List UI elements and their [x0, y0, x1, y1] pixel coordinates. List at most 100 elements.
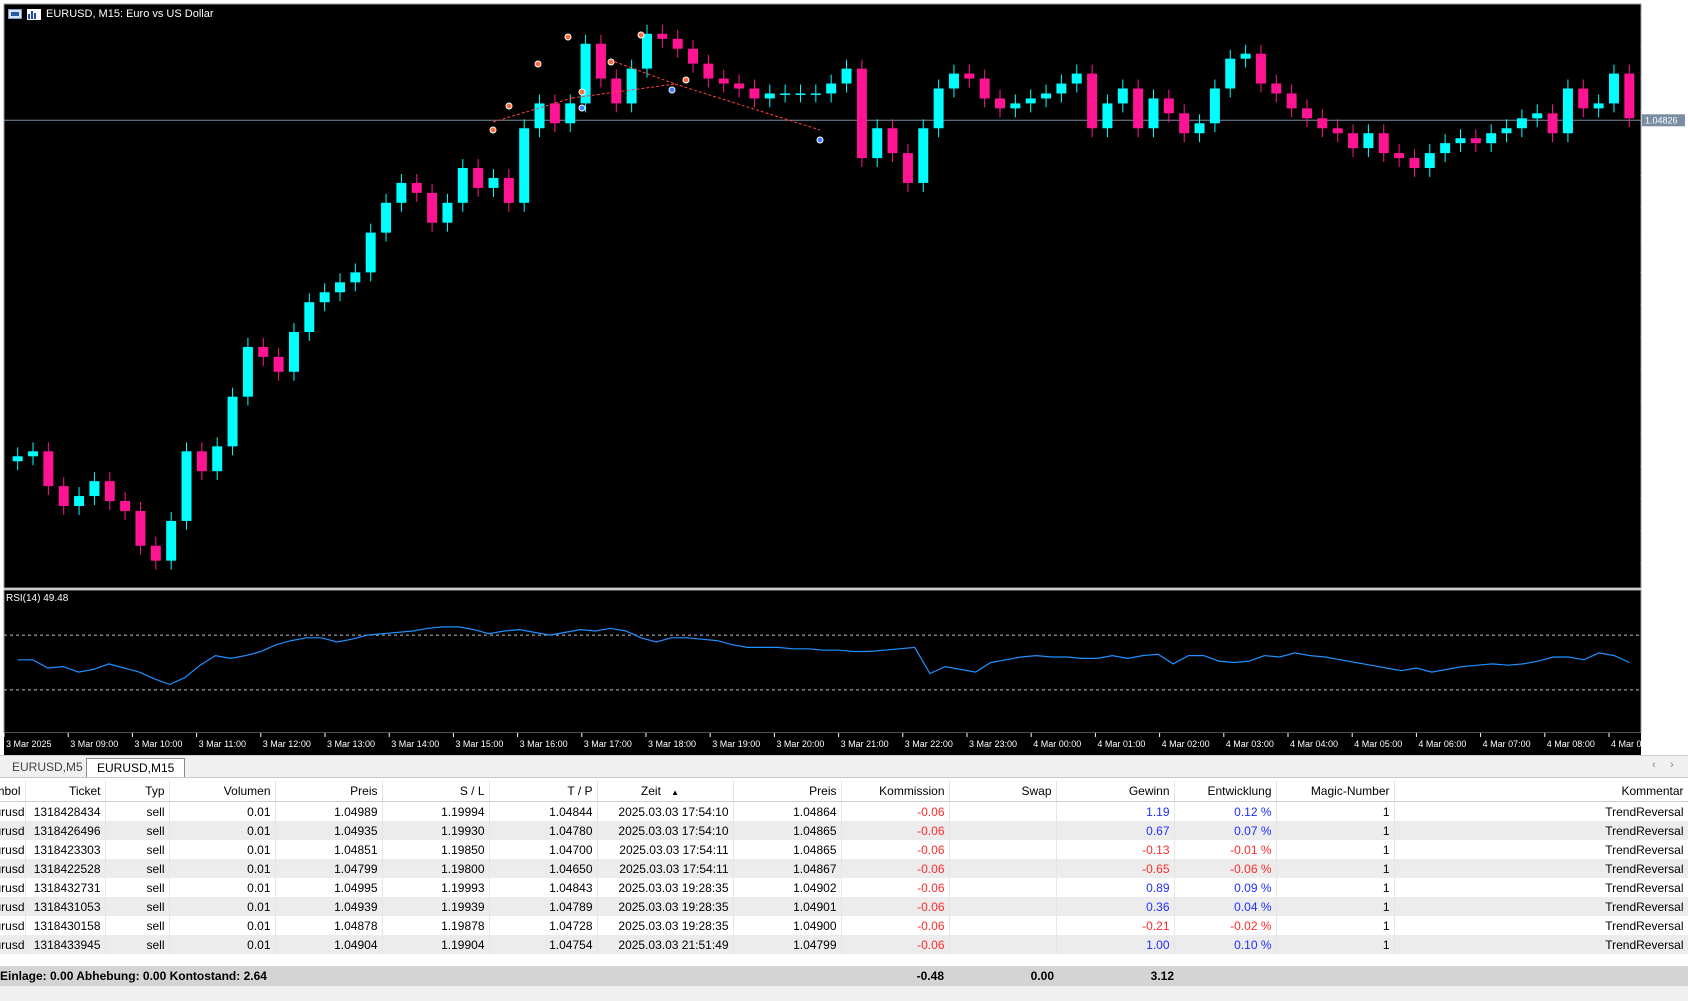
table-row[interactable]: eurusd1318423303sell0.011.048511.198501.… — [0, 840, 1688, 859]
table-cell-time: 2025.03.03 19:28:35 — [597, 897, 734, 916]
column-header-stop-loss[interactable]: S / L — [382, 781, 490, 802]
column-header-magic-number[interactable]: Magic-Number — [1276, 781, 1395, 802]
trade-line — [674, 83, 821, 131]
candle-body — [549, 103, 560, 124]
time-axis-label: 3 Mar 14:00 — [391, 739, 439, 749]
table-cell-symbol: eurusd — [0, 897, 26, 916]
table-cell-commission: -0.06 — [841, 840, 950, 859]
column-header-comment[interactable]: Kommentar — [1394, 781, 1688, 802]
candle-body — [1271, 83, 1282, 94]
candle-body — [933, 88, 944, 129]
candle-body — [995, 98, 1006, 109]
column-header-ticket[interactable]: Ticket — [25, 781, 106, 802]
table-cell-profit: 1.00 — [1056, 935, 1175, 954]
table-cell-ticket: 1318422528 — [25, 859, 106, 878]
table-cell-time: 2025.03.03 21:51:49 — [597, 935, 734, 954]
candle-body — [519, 128, 530, 203]
candle-body — [365, 232, 376, 273]
candle-body — [1302, 108, 1312, 119]
table-cell-symbol: eurusd — [0, 801, 26, 821]
table-cell-commission: -0.06 — [841, 859, 950, 878]
time-axis-area — [4, 733, 1641, 755]
price-axis-label: 1.04130 — [1648, 461, 1681, 471]
table-cell-commission: -0.06 — [841, 935, 950, 954]
candle-body — [918, 128, 929, 183]
table-row[interactable]: eurusd1318426496sell0.011.049351.199301.… — [0, 821, 1688, 840]
table-cell-development: -0.06 % — [1174, 859, 1277, 878]
table-cell-type: sell — [105, 897, 170, 916]
candle-body — [1332, 128, 1343, 134]
candle-body — [1394, 153, 1405, 159]
table-cell-price: 1.04799 — [733, 935, 842, 954]
table-row[interactable]: eurusd1318432731sell0.011.049951.199931.… — [0, 878, 1688, 897]
price-axis-label: 1.04000 — [1648, 526, 1681, 536]
tab-eurusd-m15[interactable]: EURUSD,M15 — [86, 758, 186, 777]
candle-body — [1133, 88, 1144, 129]
table-cell-commission: -0.06 — [841, 878, 950, 897]
candle-body — [1532, 113, 1543, 119]
time-axis-label: 3 Mar 10:00 — [134, 739, 182, 749]
candle-body — [948, 73, 959, 89]
chart-title-bar: EURUSD, M15: Euro vs US Dollar — [8, 6, 214, 22]
time-axis-label: 3 Mar 09:00 — [70, 739, 118, 749]
tab-eurusd-m5[interactable]: EURUSD,M5 — [12, 760, 83, 774]
table-cell-comment: TrendReversal — [1394, 878, 1688, 897]
column-header-commission[interactable]: Kommission — [841, 781, 950, 802]
table-header-row: Symbol Ticket Typ Volumen Preis S / L T / P Zei… — [0, 781, 1688, 802]
time-axis-label: 4 Mar 08:00 — [1547, 739, 1595, 749]
candle-body — [887, 128, 898, 154]
table-cell-comment: TrendReversal — [1394, 840, 1688, 859]
table-cell-magic-number: 1 — [1276, 801, 1395, 821]
column-header-swap[interactable]: Swap — [949, 781, 1057, 802]
column-header-profit[interactable]: Gewinn — [1056, 781, 1175, 802]
table-cell-magic-number: 1 — [1276, 821, 1395, 840]
candle-body — [780, 93, 791, 95]
time-axis-label: 3 Mar 22:00 — [905, 739, 953, 749]
column-header-symbol[interactable]: Symbol — [0, 781, 26, 802]
chevron-right-icon[interactable]: › — [1670, 759, 1674, 771]
candle-body — [534, 103, 545, 129]
column-header-time[interactable]: Zeit ▲ — [597, 781, 734, 802]
candle-body — [1317, 118, 1328, 129]
candle-body — [150, 545, 161, 561]
time-axis-label: 4 Mar 09:00 — [1611, 739, 1659, 749]
table-cell-symbol: eurusd — [0, 859, 26, 878]
candle-body — [795, 93, 806, 95]
table-row[interactable]: eurusd1318431053sell0.011.049391.199391.… — [0, 897, 1688, 916]
table-cell-development: -0.01 % — [1174, 840, 1277, 859]
column-header-type[interactable]: Typ — [105, 781, 170, 802]
column-header-take-profit[interactable]: T / P — [489, 781, 598, 802]
column-header-price[interactable]: Preis — [733, 781, 842, 802]
column-header-volume[interactable]: Volumen — [169, 781, 276, 802]
swap-total: 0.00 — [1030, 969, 1054, 983]
candle-body — [1470, 138, 1481, 144]
table-row[interactable]: eurusd1318422528sell0.011.047991.198001.… — [0, 859, 1688, 878]
candle-body — [1363, 133, 1374, 149]
chevron-left-icon[interactable]: ‹ — [1652, 759, 1656, 771]
candle-body — [1455, 138, 1466, 144]
sell-arrow-icon — [489, 126, 497, 134]
candle-body — [74, 496, 85, 506]
price-axis-label: 1.04390 — [1648, 332, 1681, 342]
chart-window[interactable]: 1.05040 1.04975 1.04910 1.04845 1.04715 1.046… — [0, 0, 1688, 755]
table-cell-development: 0.10 % — [1174, 935, 1277, 954]
table-row[interactable]: eurusd1318428434sell0.011.049891.199941.… — [0, 801, 1688, 821]
candle-body — [841, 68, 852, 84]
table-cell-volume: 0.01 — [169, 821, 276, 840]
column-header-label: Preis — [809, 784, 837, 798]
table-cell-profit: -0.21 — [1056, 916, 1175, 935]
table-cell-ticket: 1318432731 — [25, 878, 106, 897]
time-axis-label: 3 Mar 20:00 — [776, 739, 824, 749]
candle-body — [58, 486, 69, 506]
table-cell-volume: 0.01 — [169, 859, 276, 878]
column-header-open-price[interactable]: Preis — [275, 781, 383, 802]
time-axis-label: 4 Mar 06:00 — [1418, 739, 1466, 749]
table-cell-take-profit: 1.04843 — [489, 878, 598, 897]
price-chart[interactable]: 1.05040 1.04975 1.04910 1.04845 1.04715 1.046… — [0, 0, 1688, 755]
summary-bar: Einlage: 0.00 Abhebung: 0.00 Kontostand:… — [0, 966, 1688, 986]
table-row[interactable]: eurusd1318430158sell0.011.048781.198781.… — [0, 916, 1688, 935]
table-row[interactable]: eurusd1318433945sell0.011.049041.199041.… — [0, 935, 1688, 954]
column-header-development[interactable]: Entwicklung — [1174, 781, 1277, 802]
table-cell-development: 0.09 % — [1174, 878, 1277, 897]
candle-body — [457, 168, 468, 203]
